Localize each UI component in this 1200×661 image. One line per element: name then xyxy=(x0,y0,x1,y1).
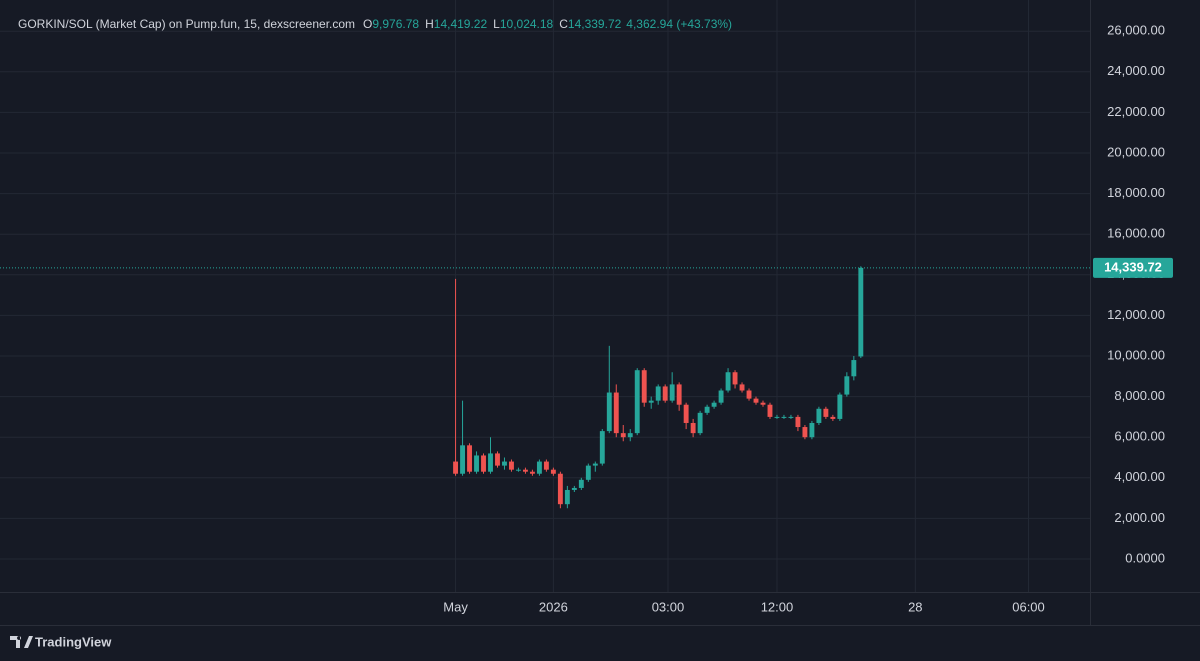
last-price-label: 14,339.72 xyxy=(1104,259,1162,274)
ohlc-value: 14,339.72 xyxy=(568,17,622,31)
candle-body xyxy=(725,372,731,391)
candle-body xyxy=(536,461,542,474)
candle-body xyxy=(613,392,619,434)
x-tick-label: 03:00 xyxy=(652,599,685,614)
y-tick-label: 22,000.00 xyxy=(1107,104,1165,119)
candle-body xyxy=(529,471,535,474)
y-tick-label: 6,000.00 xyxy=(1114,429,1165,444)
candle-body xyxy=(509,461,514,470)
y-tick-label: 16,000.00 xyxy=(1107,226,1165,241)
candle-body xyxy=(669,384,675,401)
chart-title: GORKIN/SOL (Market Cap) on Pump.fun, 15,… xyxy=(18,17,355,31)
candle-body xyxy=(634,370,640,434)
candle-body xyxy=(837,394,843,419)
candle-body xyxy=(788,416,794,418)
candle-body xyxy=(460,445,465,474)
candle-body xyxy=(711,402,717,407)
ohlc-value: 14,419.22 xyxy=(434,17,488,31)
y-tick-label: 10,000.00 xyxy=(1107,347,1165,362)
candle-body xyxy=(578,479,584,488)
candle-body xyxy=(585,465,591,480)
candle-body xyxy=(732,372,738,385)
candle-body xyxy=(481,455,486,472)
candle-body xyxy=(830,416,836,419)
candle-body xyxy=(557,473,563,505)
candle-body xyxy=(781,416,787,418)
ohlc-label: L xyxy=(493,17,500,31)
chart-header: GORKIN/SOL (Market Cap) on Pump.fun, 15,… xyxy=(18,17,732,31)
y-tick-label: 20,000.00 xyxy=(1107,144,1165,159)
last-price-box xyxy=(1093,257,1173,278)
candle-body xyxy=(550,469,556,474)
ohlc-value: 10,024.18 xyxy=(500,17,554,31)
candle-body xyxy=(474,455,479,472)
candle-body xyxy=(606,392,612,432)
y-tick-label: 0.0000 xyxy=(1125,550,1165,565)
candle-body xyxy=(851,360,857,377)
candle-body xyxy=(453,461,459,474)
brand: TradingView xyxy=(35,634,112,649)
candle-body xyxy=(704,406,710,413)
candle-body xyxy=(760,402,766,405)
candle-body xyxy=(648,400,654,403)
y-tick-label: 4,000.00 xyxy=(1114,469,1165,484)
ohlc-label: O xyxy=(363,17,372,31)
candle-body xyxy=(795,416,801,428)
candle-body xyxy=(767,404,773,417)
candle-body xyxy=(823,408,829,417)
y-tick-label: 2,000.00 xyxy=(1114,510,1165,525)
candle-body xyxy=(753,398,759,403)
x-tick-label: May xyxy=(443,599,468,614)
candle-body xyxy=(495,453,500,466)
ohlc-value: 9,976.78 xyxy=(372,17,419,31)
candle-body xyxy=(774,416,780,418)
candle-body xyxy=(858,267,864,357)
candle-body xyxy=(809,422,815,438)
candle-body xyxy=(655,386,661,401)
candle-body xyxy=(844,376,850,395)
candle-body xyxy=(718,390,724,403)
candle-body xyxy=(683,404,689,423)
candle-body xyxy=(571,487,577,490)
y-tick-label: 24,000.00 xyxy=(1107,63,1165,78)
candle-body xyxy=(502,461,507,466)
x-tick-label: 12:00 xyxy=(761,599,794,614)
y-tick-label: 26,000.00 xyxy=(1107,23,1165,38)
x-tick-label: 06:00 xyxy=(1012,599,1045,614)
candle-body xyxy=(627,433,633,438)
x-tick-label: 28 xyxy=(908,599,922,614)
y-tick-label: 18,000.00 xyxy=(1107,185,1165,200)
candle-body xyxy=(620,433,626,438)
ohlc-label: H xyxy=(425,17,434,31)
change-value: 4,362.94 (+43.73%) xyxy=(626,17,732,31)
candle-body xyxy=(676,384,682,405)
ohlc-label: C xyxy=(559,17,568,31)
candle-body xyxy=(564,489,570,505)
y-tick-label: 8,000.00 xyxy=(1114,388,1165,403)
x-tick-label: 2026 xyxy=(539,599,568,614)
candle-body xyxy=(467,445,472,472)
candle-body xyxy=(690,422,696,434)
candle-body xyxy=(516,469,521,471)
candle-body xyxy=(697,412,703,434)
tradingview-logo xyxy=(10,636,33,648)
candle-body xyxy=(802,427,808,438)
candle-body xyxy=(543,461,549,470)
candle-body xyxy=(816,408,822,423)
candle-body xyxy=(592,463,598,466)
candle-body xyxy=(641,370,647,403)
candle-body xyxy=(599,431,605,464)
candle-body xyxy=(522,469,528,472)
candle-body xyxy=(746,390,752,399)
candle-body xyxy=(488,453,493,472)
y-tick-label: 12,000.00 xyxy=(1107,307,1165,322)
candle-body xyxy=(662,386,668,401)
candle-body xyxy=(739,384,745,391)
